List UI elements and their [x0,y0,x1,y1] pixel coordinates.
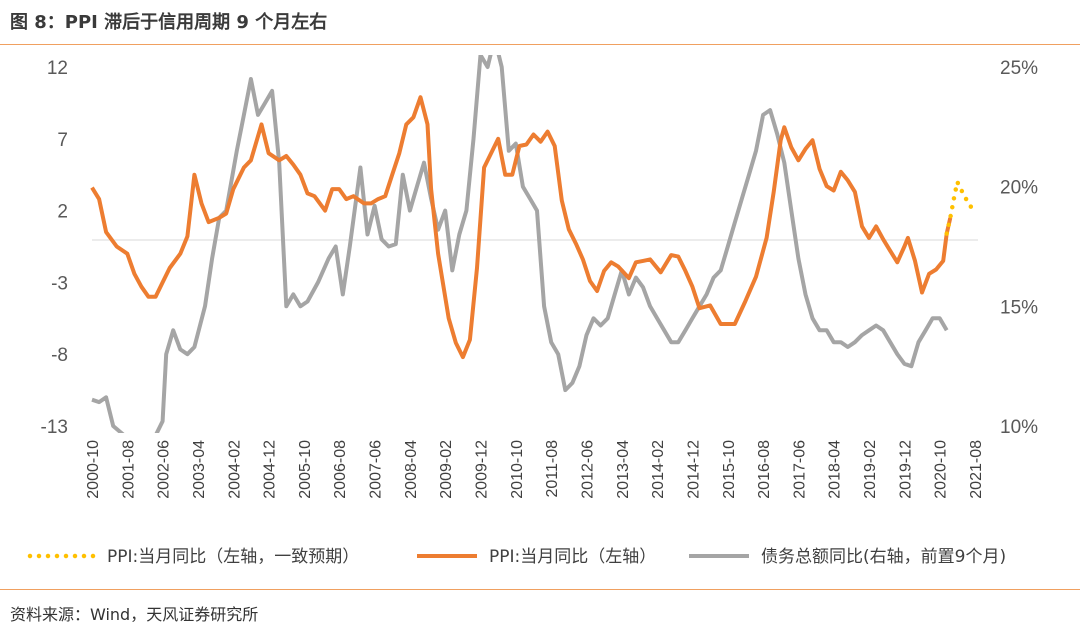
y-right-tick-label: 25% [1000,58,1038,79]
x-tick-label: 2004-12 [262,440,279,499]
source-note: 资料来源：Wind，天风证券研究所 [10,605,259,624]
x-tick-label: 2016-08 [756,440,773,499]
x-tick-label: 2003-04 [191,440,208,499]
series-layer [90,55,974,433]
x-tick-label: 2005-10 [297,440,314,499]
legend-label-1: PPI:当月同比（左轴） [489,547,656,567]
x-tick-label: 2012-06 [579,440,596,499]
x-tick-label: 2007-06 [368,440,385,499]
x-tick-label: 2014-02 [650,440,667,499]
x-tick-label: 2008-04 [403,440,420,499]
legend-label-2: 债务总额同比(右轴，前置9个月) [761,547,1006,567]
y-left-tick-label: -13 [41,417,68,438]
x-tick-label: 2011-08 [544,440,561,498]
x-tick-label: 2013-04 [615,440,632,499]
series-line-2 [91,55,949,433]
series-line-0 [944,175,974,236]
x-tick-label: 2000-10 [85,440,102,499]
y-left-tick-label: -3 [51,273,68,294]
y-right-tick-label: 20% [1000,178,1038,199]
x-tick-label: 2019-12 [897,440,914,499]
x-tick-label: 2006-08 [332,440,349,499]
x-tick-label: 2009-12 [474,440,491,499]
axes-layer: 12 7 2 -3 -8 -13 25% 20% 15% 10% 2000-10 2001-08 200… [41,58,1039,499]
y-left-tick-label: 2 [57,202,68,223]
x-tick-label: 2019-02 [862,440,879,499]
x-tick-label: 2021-08 [968,440,985,499]
x-tick-label: 2001-08 [120,440,137,499]
y-right-tick-label: 15% [1000,297,1038,318]
series-line-1 [90,95,953,360]
y-left-tick-label: 12 [47,58,68,79]
legend-layer: PPI:当月同比（左轴，一致预期） PPI:当月同比（左轴） 债务总额同比(右轴，前… [27,547,1006,567]
chart-title: 图 8：PPI 滞后于信用周期 9 个月左右 [10,12,328,33]
x-tick-label: 2004-02 [226,440,243,499]
y-left-tick-label: -8 [51,345,68,366]
x-tick-label: 2002-06 [156,440,173,499]
y-right-tick-label: 10% [1000,417,1038,438]
y-left-tick-label: 7 [57,130,68,151]
x-tick-label: 2020-10 [933,440,950,499]
x-tick-label: 2014-12 [685,440,702,499]
x-tick-label: 2017-06 [791,440,808,499]
legend-label-0: PPI:当月同比（左轴，一致预期） [107,547,359,567]
title-divider [0,44,1080,45]
x-tick-label: 2015-10 [721,440,738,499]
source-divider [0,589,1080,590]
x-tick-label: 2009-02 [438,440,455,499]
line-chart: 12 7 2 -3 -8 -13 25% 20% 15% 10% 2000-10 2001-08 200… [27,55,1039,567]
x-tick-label: 2010-10 [509,440,526,499]
x-tick-label: 2018-04 [827,440,844,499]
